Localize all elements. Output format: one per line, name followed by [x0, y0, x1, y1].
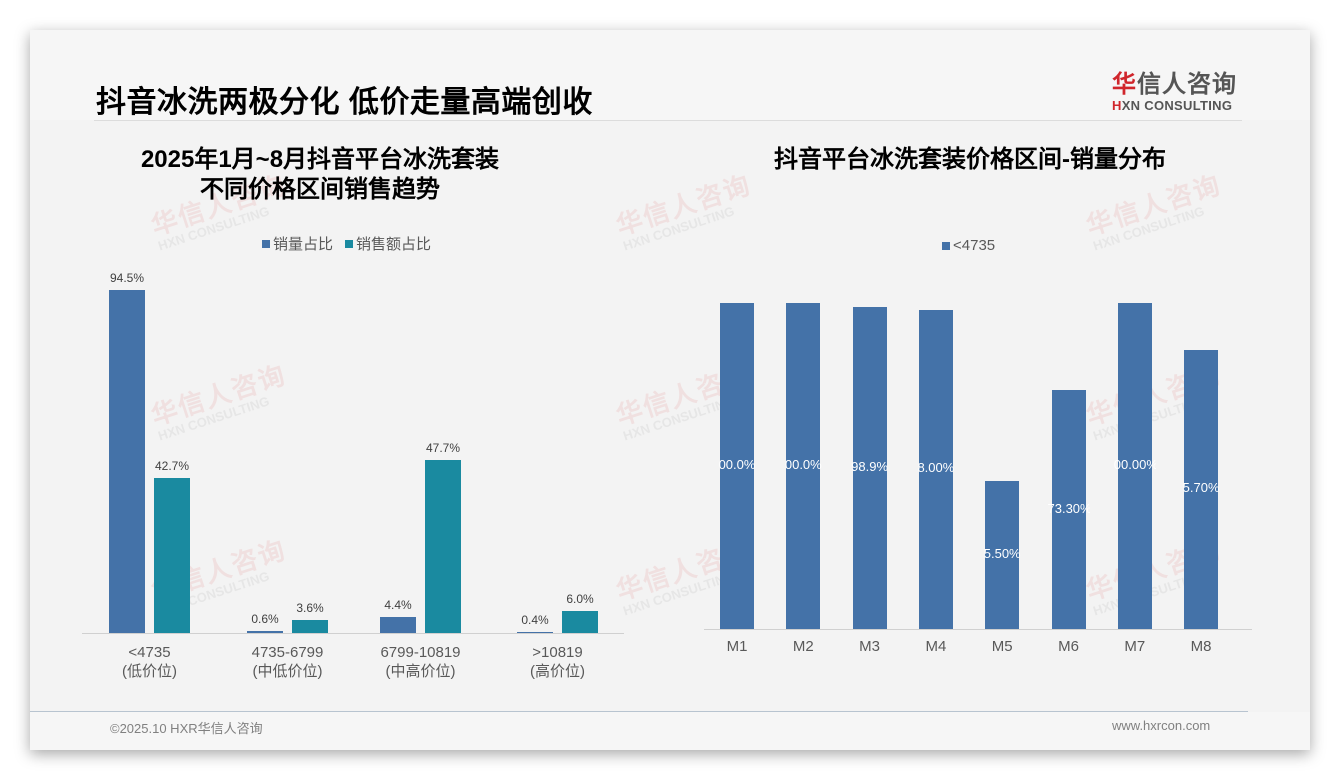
month-label: M5 — [991, 638, 1013, 655]
legend-swatch-icon — [942, 241, 950, 250]
month-label: M7 — [1124, 638, 1146, 655]
sales-bar — [425, 459, 461, 633]
footer — [30, 712, 1310, 750]
month-bar — [1117, 303, 1152, 629]
data-label: 5.70% — [1182, 480, 1220, 496]
month-label: M2 — [792, 638, 814, 655]
volume-bar — [517, 631, 553, 633]
legend-item-volume: 销量占比 — [262, 233, 333, 254]
left-chart-title: 2025年1月~8月抖音平台冰洗套装 不同价格区间销售趋势 — [140, 146, 500, 203]
right-chart-legend: <4735 — [942, 237, 995, 254]
right-chart-x-axis — [704, 629, 1252, 630]
data-label: 42.7% — [154, 458, 190, 473]
data-label: 8.00% — [917, 460, 955, 476]
volume-bar — [247, 630, 283, 633]
footer-copyright: ©2025.10 HXR华信人咨询 — [110, 721, 263, 736]
legend-swatch-icon — [262, 239, 270, 248]
title-divider — [94, 120, 1242, 121]
month-label: M6 — [1058, 638, 1079, 655]
legend-item-sales: 销售额占比 — [345, 233, 431, 254]
category-label: <4735 (低价位) — [122, 644, 177, 680]
watermark: 华信人咨询 HXN CONSULTING — [147, 359, 290, 444]
company-logo: 华信人咨询 HXN CONSULTING — [1112, 64, 1242, 113]
footer-divider — [30, 711, 1248, 712]
footer-website: www.hxrcon.com — [1112, 718, 1211, 733]
left-chart-legend: 销量占比 销售额占比 — [262, 233, 431, 254]
data-label: 6.0% — [566, 592, 594, 607]
month-label: M3 — [859, 638, 881, 655]
sales-bar — [154, 477, 190, 633]
month-bar — [985, 480, 1020, 629]
header-band — [30, 30, 1310, 120]
logo-en: HXN CONSULTING — [1112, 98, 1233, 113]
data-label: 0.6% — [251, 611, 279, 626]
watermark: 华信人咨询 HXN CONSULTING — [612, 169, 755, 254]
category-label: 6799-10819 (中高价位) — [380, 644, 461, 680]
legend-item-lt4735: <4735 — [942, 237, 995, 254]
month-bar — [720, 303, 754, 629]
month-label: M4 — [925, 638, 947, 655]
month-label: M1 — [726, 638, 748, 655]
volume-bar — [109, 289, 145, 633]
right-chart-title: 抖音平台冰洗套装价格区间-销量分布 — [774, 146, 1166, 173]
legend-swatch-icon — [345, 239, 354, 248]
data-label: 00.00% — [1113, 457, 1156, 472]
category-label: >10819 (高价位) — [530, 644, 585, 680]
month-bar — [852, 306, 887, 629]
data-label: 98.9% — [851, 458, 889, 474]
month-bar — [1184, 349, 1219, 629]
category-label: 4735-6799 (中低价位) — [251, 644, 324, 680]
month-bar — [1051, 390, 1086, 629]
data-label: 3.6% — [296, 600, 324, 615]
slide: 抖音冰洗两极分化 低价走量高端创收 华信人咨询 HXN CONSULTING 华… — [30, 30, 1310, 750]
left-chart-x-axis — [82, 633, 624, 634]
data-label: 73.30% — [1047, 500, 1090, 516]
data-label: 0.4% — [521, 612, 549, 627]
data-label: 5.50% — [983, 545, 1021, 561]
data-label: 00.0% — [718, 457, 756, 472]
volume-bar — [380, 617, 416, 633]
month-bar — [918, 309, 953, 629]
logo-cn: 华信人咨询 — [1112, 71, 1237, 98]
month-bar — [786, 303, 821, 629]
watermark: 华信人咨询 HXN CONSULTING — [1082, 169, 1225, 254]
data-label: 00.0% — [784, 457, 822, 472]
sales-bar — [562, 611, 598, 633]
data-label: 4.4% — [384, 598, 412, 613]
page-title: 抖音冰洗两极分化 低价走量高端创收 — [96, 86, 593, 119]
data-label: 47.7% — [425, 440, 461, 455]
sales-bar — [292, 619, 328, 633]
data-label: 94.5% — [109, 270, 145, 285]
month-label: M8 — [1190, 638, 1212, 655]
